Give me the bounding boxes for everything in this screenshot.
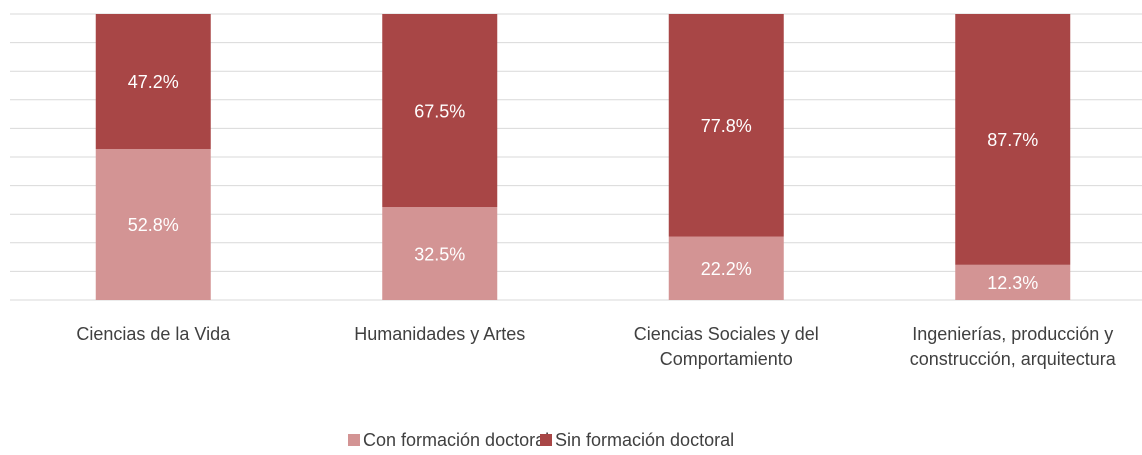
bar-segment xyxy=(382,207,498,300)
bar-segment xyxy=(95,148,211,300)
legend-swatch xyxy=(348,434,360,446)
legend-swatch xyxy=(540,434,552,446)
legend-label: Con formación doctoral xyxy=(363,430,549,450)
data-label: 22.2% xyxy=(701,259,752,279)
x-tick-label: Ingenierías, producción y construcción, … xyxy=(909,324,1116,369)
data-label: 52.8% xyxy=(128,215,179,235)
data-label: 32.5% xyxy=(414,244,465,264)
data-label: 77.8% xyxy=(701,116,752,136)
x-tick-label: Ciencias Sociales y del Comportamiento xyxy=(633,324,819,369)
legend-label: Sin formación doctoral xyxy=(555,430,734,450)
data-label: 87.7% xyxy=(987,130,1038,150)
bar-segment xyxy=(95,14,211,149)
x-tick-label: Ciencias de la Vida xyxy=(76,324,231,344)
data-label: 12.3% xyxy=(987,273,1038,293)
bar-segment xyxy=(668,14,784,237)
bar-segment xyxy=(668,236,784,300)
data-label: 67.5% xyxy=(414,101,465,121)
x-tick-label: Humanidades y Artes xyxy=(354,324,526,344)
bar-segment xyxy=(955,14,1071,265)
bar-segment xyxy=(955,264,1071,300)
bar-segment xyxy=(382,14,498,208)
data-label: 47.2% xyxy=(128,72,179,92)
